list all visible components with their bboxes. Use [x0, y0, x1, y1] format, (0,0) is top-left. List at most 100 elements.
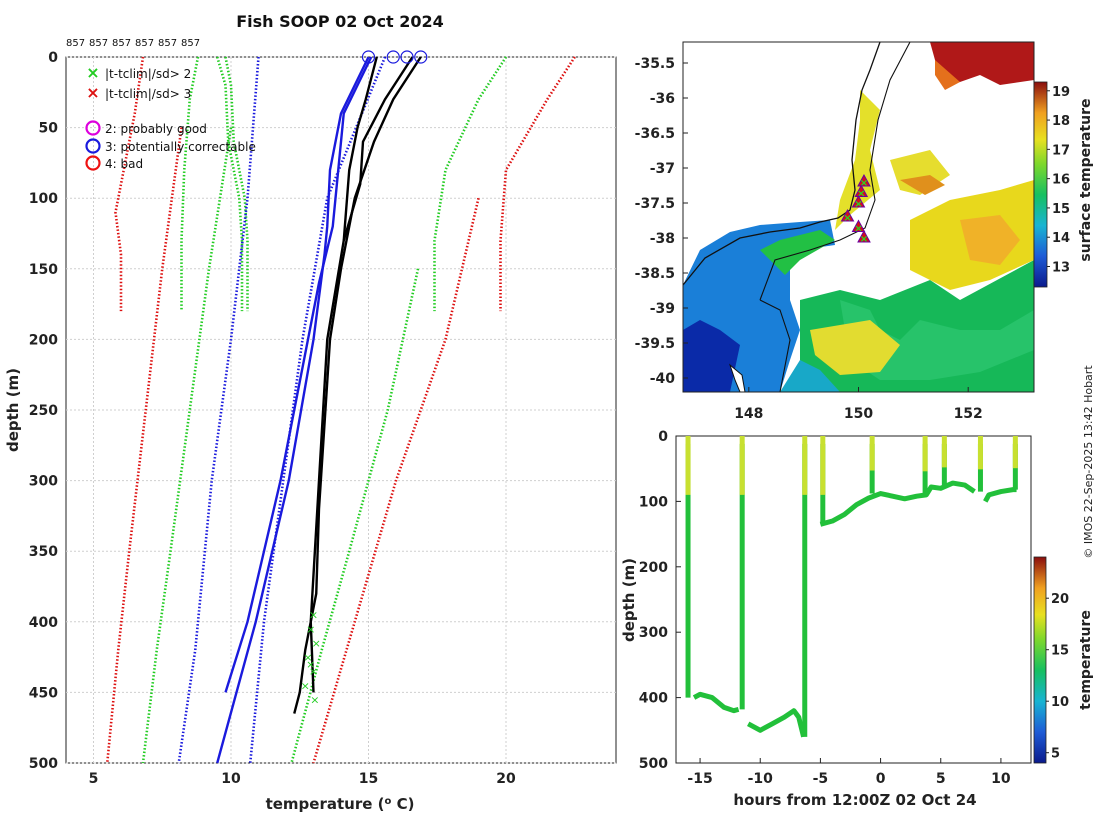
y-tick-label: 100 — [29, 191, 58, 207]
section-x-tick-label: 10 — [991, 771, 1011, 787]
legend-label: 3: potentially correctable — [105, 140, 256, 154]
track-point — [851, 194, 866, 208]
sst-coastal-yellow — [835, 90, 880, 230]
section-x-tick-label: -5 — [813, 771, 829, 787]
series-line — [216, 56, 370, 764]
track-cross: × — [860, 178, 868, 189]
map-y-tick-label: -36 — [650, 91, 675, 107]
section-y-tick-label: 200 — [639, 560, 668, 576]
legend-label: 4: bad — [105, 157, 143, 171]
y-tick-label: 400 — [29, 615, 58, 631]
qc-cross: × — [310, 693, 319, 706]
track-cross: × — [843, 213, 851, 224]
sst-green-band — [760, 230, 835, 275]
section-colorbar-tick-label: 5 — [1051, 747, 1060, 762]
series-line — [290, 268, 420, 764]
section-colorbar — [1033, 556, 1047, 764]
section-y-tick-label: 500 — [639, 756, 668, 772]
map-y-tick-label: -39 — [650, 301, 675, 317]
section-y-tick-label: 0 — [658, 429, 668, 445]
chart-title: Fish SOOP 02 Oct 2024 — [236, 12, 444, 31]
legend-marker — [85, 120, 101, 136]
sst-colorbar — [1033, 81, 1048, 288]
section-trace-segment — [819, 480, 976, 527]
qc-marker — [361, 50, 376, 64]
section-frame — [675, 435, 1032, 764]
section-colorbar-tick-label: 10 — [1051, 695, 1069, 710]
profile-id: 857 — [66, 38, 85, 49]
y-tick-label: 450 — [29, 685, 58, 701]
section-x-tick-label: 5 — [936, 771, 946, 787]
island — [728, 363, 746, 392]
legend-marker — [85, 138, 101, 154]
y-tick-label: 150 — [29, 262, 58, 278]
x-tick-label: 15 — [359, 771, 378, 787]
sst-colorbar-tick-label: 14 — [1052, 231, 1070, 246]
sst-warm-north — [930, 42, 1034, 85]
map-y-tick-label: -37.5 — [635, 196, 675, 212]
profile-series: ×××××××× — [105, 56, 576, 764]
qc-cross: × — [312, 637, 321, 650]
qc-cross: × — [309, 665, 318, 678]
section-colorbar-ticks: 5 10 15 20 — [1046, 592, 1069, 762]
legend-label: 2: probably good — [105, 122, 207, 136]
series-line — [141, 127, 233, 764]
sst-orange-patch — [900, 175, 945, 195]
profile-plot: ×××××××× 5 10 15 20050100150200250300350400… — [4, 50, 617, 813]
legend: × |t-tclim|/sd> 2 × |t-tclim|/sd> 3 2: proba… — [85, 63, 256, 171]
section-y-tick-label: 300 — [639, 625, 668, 641]
qc-marker — [414, 50, 428, 64]
profile-plot-frame — [65, 56, 617, 764]
qc-cross: × — [303, 651, 312, 664]
x-tick-label: 5 — [89, 771, 99, 787]
track-point — [854, 184, 869, 197]
sst-colorbar-tick-label: 17 — [1052, 143, 1070, 158]
track-point — [851, 219, 866, 232]
x-tick-label: 20 — [496, 771, 516, 787]
section-trace-segment — [692, 691, 740, 714]
series-line — [342, 56, 378, 241]
map-y-tick-label: -37 — [650, 161, 675, 177]
section-trace-segment — [747, 708, 806, 738]
track-cross: × — [854, 224, 862, 235]
sst-colorbar-label: surface temperature — [1078, 98, 1094, 261]
qc-cross: × — [306, 658, 315, 671]
qc-marker — [400, 50, 414, 64]
map-y-tick-label: -38.5 — [635, 266, 675, 282]
section-colorbar-tick-label: 15 — [1051, 644, 1069, 659]
map-y-tick-label: -39.5 — [635, 336, 675, 352]
section-colorbar-label: temperature — [1078, 610, 1094, 710]
sst-warm-core — [960, 215, 1020, 265]
profile-id: 857 — [112, 38, 131, 49]
series-line — [224, 56, 249, 312]
track-cross: × — [854, 199, 862, 210]
map-x-tick-label: 152 — [954, 406, 983, 422]
track-point — [840, 208, 855, 222]
ship-track: ×××××× — [840, 173, 871, 245]
map-y-tick-label: -36.5 — [635, 126, 675, 142]
sst-coldest-water — [683, 320, 740, 392]
legend-marker: × — [86, 83, 99, 102]
x-axis-label: temperature (o C) — [266, 795, 415, 813]
profile-id: 857 — [135, 38, 154, 49]
profile-id-row: 857 857 857 857 857 857 — [66, 38, 200, 49]
track-cross: × — [860, 234, 868, 245]
series-line — [216, 56, 244, 312]
profile-id: 857 — [89, 38, 108, 49]
map-y-tick-label: -40 — [650, 371, 676, 387]
section-x-label: hours from 12:00Z 02 Oct 24 — [733, 791, 976, 809]
section-y-label: depth (m) — [620, 558, 638, 642]
y-tick-label: 500 — [29, 756, 58, 772]
y-axis-label: depth (m) — [4, 368, 22, 452]
section-colorbar-tick-label: 20 — [1051, 592, 1069, 607]
credit-text: © IMOS 22-Sep-2025 13:42 Hobart — [1082, 365, 1095, 559]
series-line — [293, 56, 422, 714]
sst-map: ×××××× 148 150 152-35.5-36-36.5-37-37.5-38… — [635, 41, 1094, 422]
sst-orange-north — [935, 60, 960, 90]
qc-cross: × — [309, 609, 318, 622]
shelf-contour — [759, 42, 911, 301]
